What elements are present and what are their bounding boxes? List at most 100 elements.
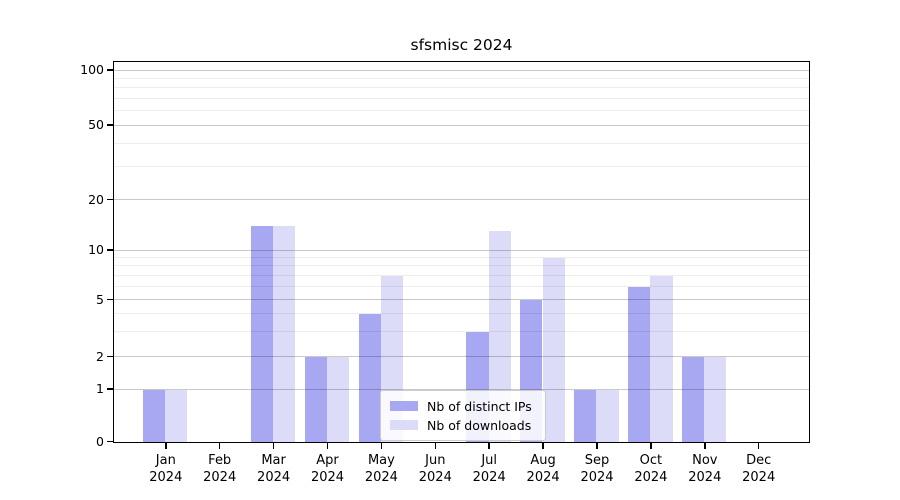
bar-downloads-jan <box>165 389 188 442</box>
x-tick-month-jun: Jun <box>425 453 446 468</box>
legend: Nb of distinct IPs Nb of downloads <box>380 390 546 441</box>
x-tick-year-jul: 2024 <box>472 470 506 485</box>
x-tick-mark-sep <box>596 443 598 449</box>
x-tick-month-jan: Jan <box>155 453 176 468</box>
x-tick-year-mar: 2024 <box>257 470 291 485</box>
y-tick-mark-1 <box>107 388 113 390</box>
x-tick-year-sep: 2024 <box>580 470 614 485</box>
x-tick-label-aug: Aug 2024 <box>511 452 575 486</box>
x-tick-month-aug: Aug <box>530 453 556 468</box>
bar-distinct-ips-sep <box>574 389 597 442</box>
gridline-minor-40 <box>114 142 809 144</box>
x-tick-year-feb: 2024 <box>203 470 237 485</box>
x-tick-label-may: May 2024 <box>349 452 413 486</box>
y-tick-mark-2 <box>107 355 113 358</box>
gridline-minor-6 <box>114 285 809 287</box>
x-tick-label-mar: Mar 2024 <box>242 452 306 486</box>
bar-downloads-apr <box>326 357 350 442</box>
x-tick-year-jan: 2024 <box>149 470 183 485</box>
x-tick-label-jun: Jun 2024 <box>403 452 467 486</box>
gridline-major-50 <box>114 124 809 126</box>
gridline-minor-4 <box>114 312 809 314</box>
x-tick-label-nov: Nov 2024 <box>673 452 737 486</box>
x-tick-month-may: May <box>367 453 395 468</box>
y-tick-label-10: 10 <box>88 242 104 258</box>
x-tick-label-feb: Feb 2024 <box>188 452 252 486</box>
x-tick-month-dec: Dec <box>746 453 772 468</box>
x-tick-mark-jul <box>488 443 490 449</box>
y-tick-mark-0 <box>107 440 113 443</box>
plot-area <box>113 61 810 443</box>
y-tick-label-2: 2 <box>96 348 104 364</box>
x-tick-label-sep: Sep 2024 <box>565 452 629 486</box>
x-tick-label-dec: Dec 2024 <box>727 452 791 486</box>
gridline-major-2 <box>114 356 809 357</box>
x-tick-year-aug: 2024 <box>526 470 560 485</box>
gridline-minor-9 <box>114 257 809 259</box>
bar-downloads-jul <box>488 231 511 442</box>
x-tick-mark-jun <box>434 443 437 449</box>
x-tick-month-nov: Nov <box>692 453 718 468</box>
bar-downloads-sep <box>596 389 619 442</box>
y-tick-label-20: 20 <box>88 191 104 207</box>
bar-downloads-aug <box>542 258 565 442</box>
y-tick-mark-10 <box>107 249 113 251</box>
x-tick-label-jan: Jan 2024 <box>134 452 198 486</box>
x-tick-month-sep: Sep <box>584 453 610 468</box>
legend-swatch-downloads <box>390 420 418 430</box>
legend-item-distinct-ips: Nb of distinct IPs <box>390 398 536 414</box>
y-tick-label-5: 5 <box>96 291 104 307</box>
gridline-minor-60 <box>114 110 809 112</box>
x-tick-year-apr: 2024 <box>310 470 345 485</box>
gridline-major-20 <box>114 199 809 200</box>
bar-distinct-ips-oct <box>628 286 651 442</box>
bar-distinct-ips-may <box>358 313 381 442</box>
gridline-major-100 <box>114 69 809 71</box>
x-tick-year-jun: 2024 <box>418 470 452 485</box>
y-tick-label-1: 1 <box>96 381 104 397</box>
bar-distinct-ips-jan <box>142 389 166 442</box>
gridline-major-10 <box>114 249 809 251</box>
gridline-minor-80 <box>114 87 809 89</box>
x-tick-month-apr: Apr <box>316 453 339 468</box>
x-tick-year-may: 2024 <box>364 470 398 485</box>
legend-item-downloads: Nb of downloads <box>390 417 536 433</box>
x-tick-label-apr: Apr 2024 <box>296 452 360 486</box>
x-tick-mark-dec <box>757 443 760 449</box>
bar-downloads-nov <box>704 357 727 442</box>
bar-distinct-ips-mar <box>250 226 273 442</box>
gridline-minor-8 <box>114 265 809 267</box>
legend-label-downloads: Nb of downloads <box>427 417 532 433</box>
x-tick-mark-mar <box>272 443 275 449</box>
gridline-major-5 <box>114 299 809 300</box>
y-tick-mark-20 <box>107 198 113 201</box>
x-tick-mark-oct <box>650 443 652 449</box>
gridline-minor-30 <box>114 166 809 168</box>
x-tick-year-dec: 2024 <box>742 470 776 485</box>
x-tick-year-oct: 2024 <box>634 470 668 485</box>
x-tick-mark-feb <box>218 443 221 449</box>
y-tick-label-0: 0 <box>96 433 104 449</box>
x-tick-mark-may <box>380 443 383 449</box>
x-tick-month-mar: Mar <box>261 453 286 468</box>
y-tick-mark-5 <box>107 298 113 301</box>
gridline-minor-70 <box>114 97 809 99</box>
y-tick-mark-100 <box>107 69 113 71</box>
x-tick-mark-aug <box>542 443 544 449</box>
gridline-minor-3 <box>114 330 809 332</box>
legend-swatch-distinct-ips <box>390 401 418 411</box>
gridline-minor-90 <box>114 77 809 79</box>
chart-title: sfsmisc 2024 <box>410 36 513 54</box>
y-tick-label-50: 50 <box>88 117 104 133</box>
bar-downloads-mar <box>273 226 296 442</box>
bar-distinct-ips-apr <box>304 357 327 442</box>
bar-distinct-ips-nov <box>681 357 705 442</box>
x-tick-label-jul: Jul 2024 <box>457 452 521 486</box>
x-tick-month-jul: Jul <box>481 453 498 468</box>
x-tick-year-nov: 2024 <box>688 470 722 485</box>
x-tick-month-feb: Feb <box>208 453 232 468</box>
bar-downloads-oct <box>650 275 673 442</box>
gridline-major-1 <box>114 388 809 390</box>
legend-label-distinct-ips: Nb of distinct IPs <box>427 398 532 414</box>
